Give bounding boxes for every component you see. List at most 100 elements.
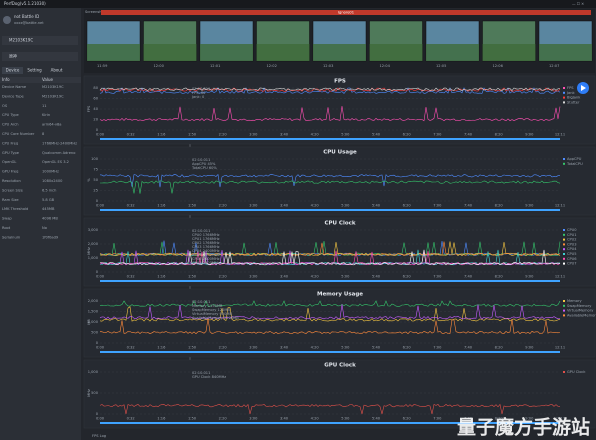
legend-swatch[interactable]: [563, 314, 565, 317]
info-key: CPU Freq: [2, 141, 18, 145]
thumb-ground: [143, 44, 197, 61]
x-tick-label: 3:40: [280, 133, 289, 137]
x-tick-label: 0:32: [127, 417, 135, 421]
legend-label: Memory: [567, 299, 582, 303]
tooltip-text: Jank: 0: [191, 95, 205, 99]
tab[interactable]: [24, 67, 45, 74]
legend-swatch[interactable]: [563, 257, 565, 260]
legend-swatch[interactable]: [563, 243, 565, 246]
tab[interactable]: [2, 67, 23, 74]
legend-swatch[interactable]: [563, 253, 565, 255]
info-key: Swap: [2, 217, 12, 221]
x-tick-label: 5:00: [341, 346, 350, 350]
x-tick-label: 12:11: [555, 417, 565, 421]
info-key: OS: [2, 104, 8, 108]
legend-swatch[interactable]: [563, 96, 565, 99]
legend-swatch[interactable]: [563, 229, 565, 231]
info-key: GPU Type: [2, 151, 20, 155]
legend-swatch[interactable]: [563, 91, 565, 94]
x-tick-label: 9:00: [525, 346, 534, 350]
x-tick-label: 1:50: [188, 346, 197, 350]
x-tick-label: 12:11: [555, 346, 565, 350]
chart-title: FPS: [334, 79, 346, 85]
x-tick-label: 5:40: [372, 346, 381, 350]
x-tick-label: 12:11: [555, 133, 565, 137]
screenshot-time: 12:07: [549, 64, 559, 68]
x-tick-label: 7:40: [464, 204, 473, 208]
x-tick-label: 4:20: [311, 417, 320, 421]
legend-swatch[interactable]: [563, 300, 565, 302]
thumb-ground: [87, 44, 140, 61]
legend-swatch[interactable]: [563, 309, 565, 312]
x-tick-label: 6:20: [403, 204, 412, 208]
legend-swatch[interactable]: [563, 238, 565, 241]
legend-label: CPU3: [567, 242, 577, 246]
tooltip-text: AvailableMemory 2100MB: [192, 316, 239, 320]
info-value: 4096 MB: [42, 217, 58, 221]
chart-title: CPU Usage: [323, 150, 357, 156]
info-value: arm64-v8a: [42, 123, 62, 127]
screenshot-label: Screenshot: [85, 10, 106, 14]
x-tick-label: 0:32: [127, 275, 135, 279]
legend-swatch[interactable]: [563, 304, 565, 307]
device-select[interactable]: [2, 36, 78, 45]
trace-line: [99, 105, 561, 122]
x-tick-label: 5:00: [341, 204, 350, 208]
x-tick-label: 6:20: [403, 275, 412, 279]
legend-swatch[interactable]: [563, 371, 565, 373]
chart-panel: [83, 217, 596, 287]
info-key: Root: [2, 226, 11, 230]
tooltip-text: GPU Clock 840MHz: [192, 375, 226, 379]
screenshot-time: 12:01: [210, 64, 220, 68]
info-key: CPU Core Number: [2, 132, 35, 136]
table-header-cell: Value: [42, 77, 54, 82]
chart-title: GPU Clock: [324, 363, 356, 369]
x-tick-label: 0:00: [96, 133, 105, 137]
tab[interactable]: [46, 67, 67, 74]
chart-panel: [83, 75, 596, 145]
info-key: Device Name: [2, 85, 27, 89]
scroll-bar[interactable]: [100, 138, 560, 140]
chart-title: CPU Clock: [324, 221, 355, 227]
x-tick-label: 4:20: [311, 275, 320, 279]
scroll-bar[interactable]: [100, 280, 560, 282]
x-tick-label: 2:20: [219, 346, 228, 350]
x-tick-label: 3:00: [249, 133, 258, 137]
scroll-bar[interactable]: [100, 422, 560, 424]
tooltip-text: 02:10.011: [192, 229, 210, 233]
tooltip-text: CPU5 2400MHz: [192, 253, 220, 257]
thumb-ground: [539, 44, 592, 61]
app-select[interactable]: [2, 52, 78, 61]
legend-swatch[interactable]: [563, 87, 565, 89]
tooltip-text: 02:10.011: [192, 371, 210, 375]
x-tick-label: 3:40: [280, 346, 289, 350]
y-tick-label: 2,000: [88, 299, 99, 303]
x-tick-label: 2:20: [219, 204, 228, 208]
x-tick-label: 6:20: [403, 417, 412, 421]
legend-swatch[interactable]: [563, 233, 565, 236]
x-tick-label: 8:20: [495, 133, 504, 137]
legend-swatch[interactable]: [563, 262, 565, 265]
thumb-ground: [313, 44, 366, 61]
scroll-bar[interactable]: [100, 209, 560, 211]
window-controls[interactable]: — ☐ ✕: [572, 2, 584, 6]
info-key: Serialnum: [2, 235, 21, 239]
info-value: OpenGL ES 3.2: [42, 160, 69, 164]
legend-label: TotalCPU: [566, 162, 583, 166]
y-tick-label: 2,000: [88, 242, 99, 246]
legend-swatch[interactable]: [563, 158, 565, 160]
info-value: Kirin: [42, 113, 50, 117]
tooltip-text: CPU6 2400MHz: [192, 257, 220, 261]
legend-label: CPU1: [567, 233, 577, 237]
legend-swatch[interactable]: [563, 162, 565, 165]
x-tick-label: 3:00: [249, 346, 258, 350]
x-tick-label: 1:16: [157, 204, 166, 208]
info-value: 11: [42, 104, 47, 108]
trace-line: [99, 173, 561, 188]
x-tick-label: 3:40: [280, 204, 289, 208]
timeline-bar[interactable]: [101, 10, 591, 15]
legend-swatch[interactable]: [563, 101, 565, 104]
scroll-bar[interactable]: [100, 351, 560, 353]
legend-label: CPU7: [567, 262, 577, 266]
legend-swatch[interactable]: [563, 248, 565, 251]
